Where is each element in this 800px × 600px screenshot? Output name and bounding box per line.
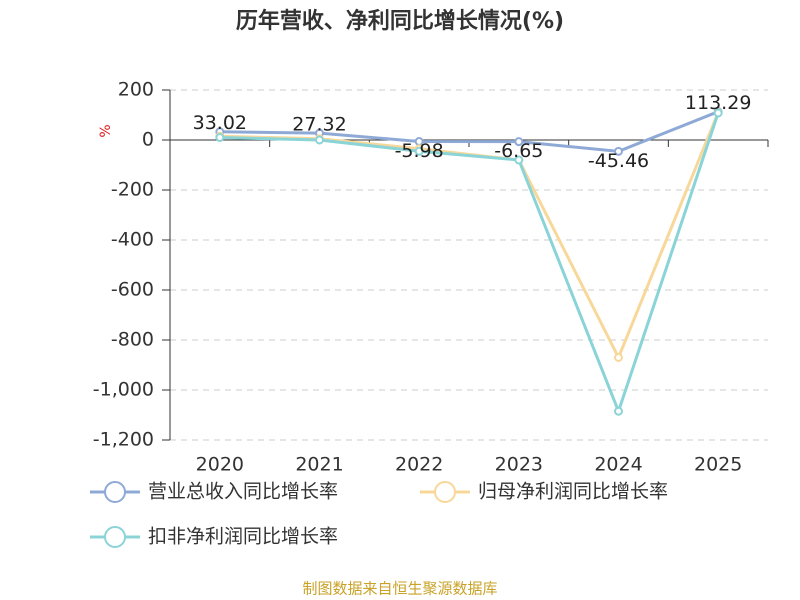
source-note: 制图数据来自恒生聚源数据库	[302, 580, 497, 598]
data-point	[614, 406, 623, 416]
legend-label: 营业总收入同比增长率	[148, 481, 338, 503]
data-label: -45.46	[588, 150, 649, 172]
y-tick-label: -400	[111, 229, 154, 251]
data-label: -5.98	[395, 140, 444, 162]
x-tick-label: 2024	[594, 454, 642, 476]
legend-label: 归母净利润同比增长率	[478, 481, 668, 503]
data-point	[414, 146, 424, 156]
y-axis-label: %	[98, 124, 114, 137]
y-tick-label: -800	[111, 329, 154, 351]
legend-item[interactable]: 营业总收入同比增长率	[90, 481, 338, 503]
x-tick-label: 2020	[196, 454, 244, 476]
chart-title: 历年营收、净利同比增长情况(%)	[236, 8, 564, 34]
data-point	[614, 353, 623, 362]
legend-swatch-marker	[434, 481, 456, 503]
data-label: 33.02	[193, 112, 247, 134]
legend-label: 扣非净利润同比增长率	[148, 526, 338, 548]
data-point	[514, 155, 524, 165]
legend-item[interactable]: 扣非净利润同比增长率	[90, 526, 338, 548]
x-tick-label: 2023	[495, 454, 543, 476]
y-tick-label: 0	[142, 129, 154, 151]
data-point	[614, 146, 623, 156]
data-label: 113.29	[685, 92, 751, 114]
data-label: 27.32	[292, 114, 346, 136]
data-point	[315, 135, 324, 145]
y-tick-label: -600	[111, 279, 154, 301]
series-line	[219, 110, 719, 153]
y-tick-label: -200	[111, 179, 154, 201]
legend-swatch-marker	[104, 481, 126, 503]
series-line	[219, 112, 720, 416]
x-tick-label: 2022	[395, 454, 443, 476]
legend-swatch-marker	[104, 526, 126, 548]
data-point	[215, 133, 225, 142]
y-tick-label: -1,000	[93, 379, 154, 401]
data-label: -6.65	[494, 140, 543, 162]
y-tick-label: 200	[118, 79, 154, 101]
data-point	[713, 108, 723, 118]
y-tick-label: -1,200	[93, 429, 154, 451]
legend-item[interactable]: 归母净利润同比增长率	[420, 481, 668, 503]
x-tick-label: 2021	[295, 454, 343, 476]
x-tick-label: 2025	[694, 454, 742, 476]
data-point	[514, 137, 524, 147]
